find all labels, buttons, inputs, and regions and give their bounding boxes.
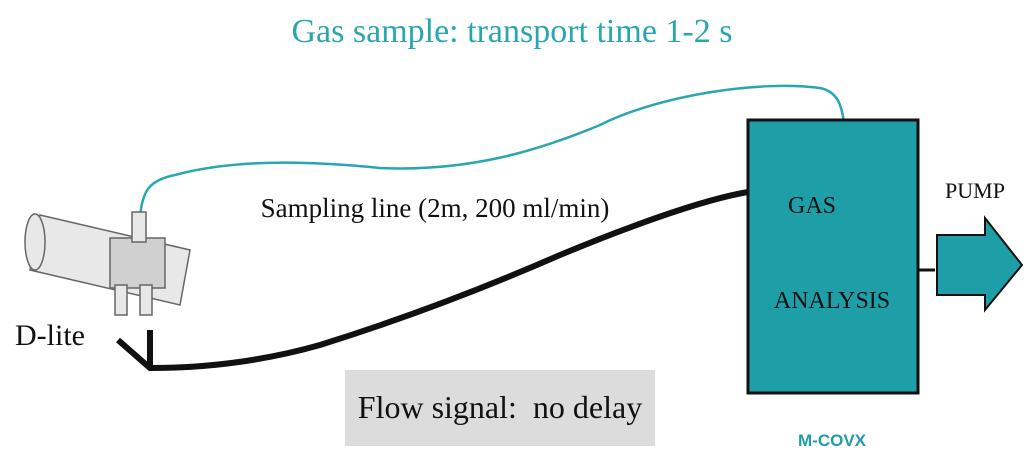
pump-label: PUMP [945,178,1005,203]
analyzer-model: M-COVX [798,431,867,450]
analyzer-box [746,118,920,395]
flow-signal-label: Flow signal: no delay [358,389,642,425]
analyzer-line1: GAS [788,193,836,219]
sensor-label: D-lite [15,319,85,352]
flow-signal-box [345,370,655,446]
pump-arrow [936,215,1024,313]
title: Gas sample: transport time 1-2 s [292,13,733,50]
sample-wire [138,84,846,219]
flow-cable-1 [116,189,749,372]
sampling-line-label: Sampling line (2m, 200 ml/min) [261,193,610,223]
analyzer-line2: ANALYSIS [774,288,890,314]
sensor-icon [24,211,191,316]
